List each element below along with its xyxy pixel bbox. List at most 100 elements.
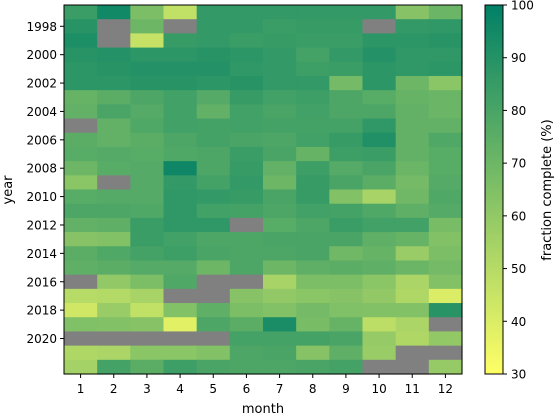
heatmap-cell (263, 132, 297, 148)
heatmap-cell (362, 317, 397, 333)
heatmap-cell (229, 118, 264, 134)
colorbar-tick-label: 60 (511, 209, 526, 223)
heatmap-cell (64, 345, 98, 361)
colorbar (484, 4, 504, 375)
heatmap-cell (229, 232, 264, 247)
heatmap-cell (130, 274, 165, 290)
colorbar-ticks: 30 40 50 60 70 80 90 100 (503, 0, 534, 382)
y-tick-label: 2012 (26, 218, 57, 232)
heatmap-cell (64, 5, 98, 20)
heatmap-cell (196, 345, 231, 361)
heatmap-cell (229, 104, 264, 120)
heatmap-cell (329, 274, 364, 290)
heatmap-cell (97, 118, 131, 134)
x-tick-label: 6 (243, 382, 251, 396)
heatmap-cell (196, 288, 231, 304)
heatmap-cell (163, 47, 198, 63)
heatmap-cell (196, 303, 231, 318)
heatmap-cell (229, 303, 264, 318)
heatmap-cell (229, 132, 264, 148)
heatmap-cell (329, 246, 364, 262)
heatmap-cell (196, 90, 231, 105)
heatmap-cell (163, 203, 198, 219)
x-tick-label: 7 (276, 382, 284, 396)
heatmap-cell (329, 104, 364, 120)
heatmap-cell (229, 146, 264, 162)
heatmap-cell (428, 345, 463, 361)
heatmap-cell (263, 331, 297, 347)
heatmap-cell (196, 359, 231, 375)
heatmap-cell (130, 303, 165, 318)
heatmap-cell (395, 331, 430, 347)
heatmap-cell (362, 246, 397, 262)
heatmap-cell (428, 189, 463, 205)
y-tick-label: 1998 (26, 20, 57, 34)
heatmap-cell (362, 303, 397, 318)
colorbar-tick-label: 30 (511, 368, 526, 382)
heatmap-cell (296, 331, 330, 347)
heatmap-cell (163, 288, 198, 304)
heatmap-cell (263, 90, 297, 105)
heatmap-cell (362, 90, 397, 105)
heatmap-cell (362, 61, 397, 77)
heatmap-cell (296, 303, 330, 318)
heatmap-cell (229, 331, 264, 347)
heatmap-cells (64, 5, 463, 375)
heatmap-cell (329, 345, 364, 361)
heatmap-cell (263, 345, 297, 361)
colorbar-tick-label: 70 (511, 157, 526, 171)
heatmap-cell (263, 104, 297, 120)
heatmap-cell (362, 132, 397, 148)
heatmap-cell (329, 232, 364, 247)
plot-frame (63, 4, 463, 375)
heatmap-cell (163, 175, 198, 191)
heatmap-cell (229, 317, 264, 333)
heatmap-cell (428, 132, 463, 148)
heatmap-cell (296, 189, 330, 205)
heatmap-cell (64, 232, 98, 247)
heatmap-cell (329, 288, 364, 304)
heatmap-cell (329, 260, 364, 276)
heatmap-cell (97, 33, 131, 49)
heatmap-cell (130, 260, 165, 276)
heatmap-cell (130, 331, 165, 347)
heatmap-cell (362, 175, 397, 191)
heatmap-cell (97, 5, 131, 20)
heatmap-cell (428, 61, 463, 77)
heatmap-cell (196, 61, 231, 77)
heatmap-cell (395, 359, 430, 375)
heatmap-cell (97, 317, 131, 333)
heatmap-cell (163, 232, 198, 247)
y-tick-label: 2008 (26, 162, 57, 176)
heatmap-cell (130, 246, 165, 262)
heatmap-cell (130, 146, 165, 162)
heatmap-cell (395, 5, 430, 20)
heatmap-cell (329, 359, 364, 375)
heatmap-cell (130, 132, 165, 148)
heatmap-cell (229, 274, 264, 290)
heatmap-cell (263, 47, 297, 63)
heatmap-cell (428, 47, 463, 63)
heatmap-cell (163, 274, 198, 290)
heatmap-cell (130, 232, 165, 247)
heatmap-cell (64, 246, 98, 262)
heatmap-cell (329, 90, 364, 105)
heatmap-cell (362, 47, 397, 63)
heatmap-cell (296, 260, 330, 276)
heatmap-cell (196, 161, 231, 176)
x-tick-label: 1 (77, 382, 85, 396)
y-tick-label: 2020 (26, 332, 57, 346)
heatmap-cell (97, 90, 131, 105)
heatmap-cell (64, 317, 98, 333)
heatmap-cell (362, 104, 397, 120)
heatmap-cell (329, 19, 364, 34)
heatmap-cell (428, 288, 463, 304)
heatmap-cell (97, 260, 131, 276)
heatmap-cell (395, 33, 430, 49)
heatmap-cell (296, 19, 330, 34)
heatmap-cell (229, 33, 264, 49)
heatmap-cell (395, 317, 430, 333)
heatmap-cell (64, 331, 98, 347)
y-tick-label: 2018 (26, 304, 57, 318)
heatmap-cell (395, 345, 430, 361)
